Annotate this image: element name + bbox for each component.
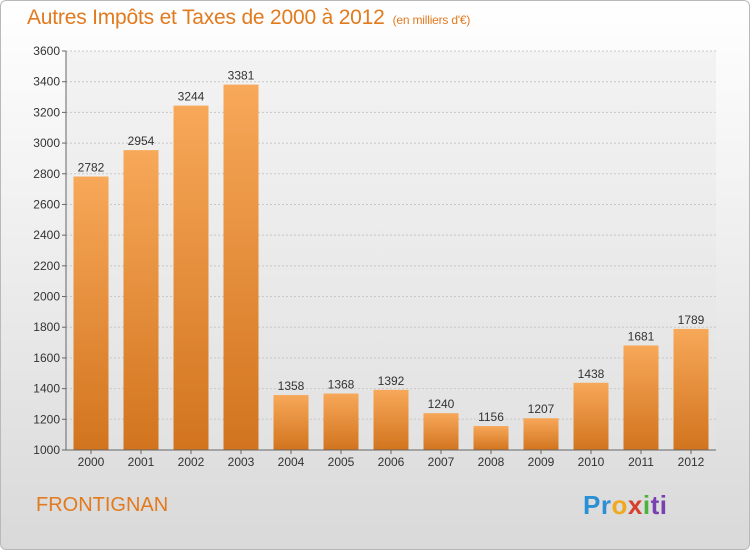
y-tick-label: 3400 <box>33 75 60 89</box>
place-name: FRONTIGNAN <box>36 494 169 516</box>
y-tick-label: 1000 <box>33 443 60 457</box>
y-tick-label: 3000 <box>33 136 60 150</box>
data-label: 2954 <box>128 134 155 148</box>
x-tick-label: 2009 <box>528 455 555 469</box>
data-label: 1438 <box>578 367 605 381</box>
data-label: 1358 <box>278 379 305 393</box>
y-tick-label: 2400 <box>33 228 60 242</box>
x-tick-label: 2012 <box>678 455 705 469</box>
bar <box>273 395 309 450</box>
bar <box>573 382 609 450</box>
x-tick-label: 2010 <box>578 455 605 469</box>
x-tick-label: 2000 <box>78 455 105 469</box>
data-label: 2782 <box>78 161 105 175</box>
y-tick-label: 3600 <box>33 44 60 58</box>
x-tick-label: 2001 <box>128 455 155 469</box>
y-tick-label: 2200 <box>33 259 60 273</box>
proxiti-logo: Proxiti <box>583 490 668 520</box>
data-label: 1392 <box>378 374 405 388</box>
x-tick-label: 2005 <box>328 455 355 469</box>
data-label: 1681 <box>628 329 655 343</box>
x-tick-label: 2003 <box>228 455 255 469</box>
bar <box>423 413 459 450</box>
y-tick-label: 3200 <box>33 105 60 119</box>
x-tick-label: 2007 <box>428 455 455 469</box>
bar <box>523 418 559 450</box>
x-tick-label: 2002 <box>178 455 205 469</box>
y-tick-label: 1400 <box>33 382 60 396</box>
data-label: 1156 <box>478 410 504 424</box>
data-label: 1789 <box>678 313 705 327</box>
y-tick-label: 1200 <box>33 412 60 426</box>
data-label: 3381 <box>228 69 255 83</box>
x-tick-label: 2008 <box>478 455 505 469</box>
bar <box>173 105 209 450</box>
y-tick-label: 1600 <box>33 351 60 365</box>
bar <box>473 426 509 450</box>
y-tick-label: 2000 <box>33 290 60 304</box>
data-label: 3244 <box>178 90 205 104</box>
bar <box>373 389 409 450</box>
x-tick-label: 2011 <box>628 455 654 469</box>
data-label: 1207 <box>528 402 555 416</box>
data-label: 1240 <box>428 397 455 411</box>
chart-subtitle: (en milliers d'€) <box>392 13 471 27</box>
bar <box>73 176 109 450</box>
y-tick-label: 1800 <box>33 320 60 334</box>
chart-title: Autres Impôts et Taxes de 2000 à 2012 (en… <box>27 6 470 30</box>
data-label: 1368 <box>328 378 355 392</box>
bar <box>223 84 259 450</box>
y-tick-label: 2600 <box>33 197 60 211</box>
x-tick-label: 2004 <box>278 455 305 469</box>
chart-title-text: Autres Impôts et Taxes de 2000 à 2012 <box>27 6 385 29</box>
bar <box>123 150 159 450</box>
bar <box>673 328 709 450</box>
bar <box>323 393 359 450</box>
y-tick-label: 2800 <box>33 167 60 181</box>
bar <box>623 345 659 450</box>
x-tick-label: 2006 <box>378 455 405 469</box>
